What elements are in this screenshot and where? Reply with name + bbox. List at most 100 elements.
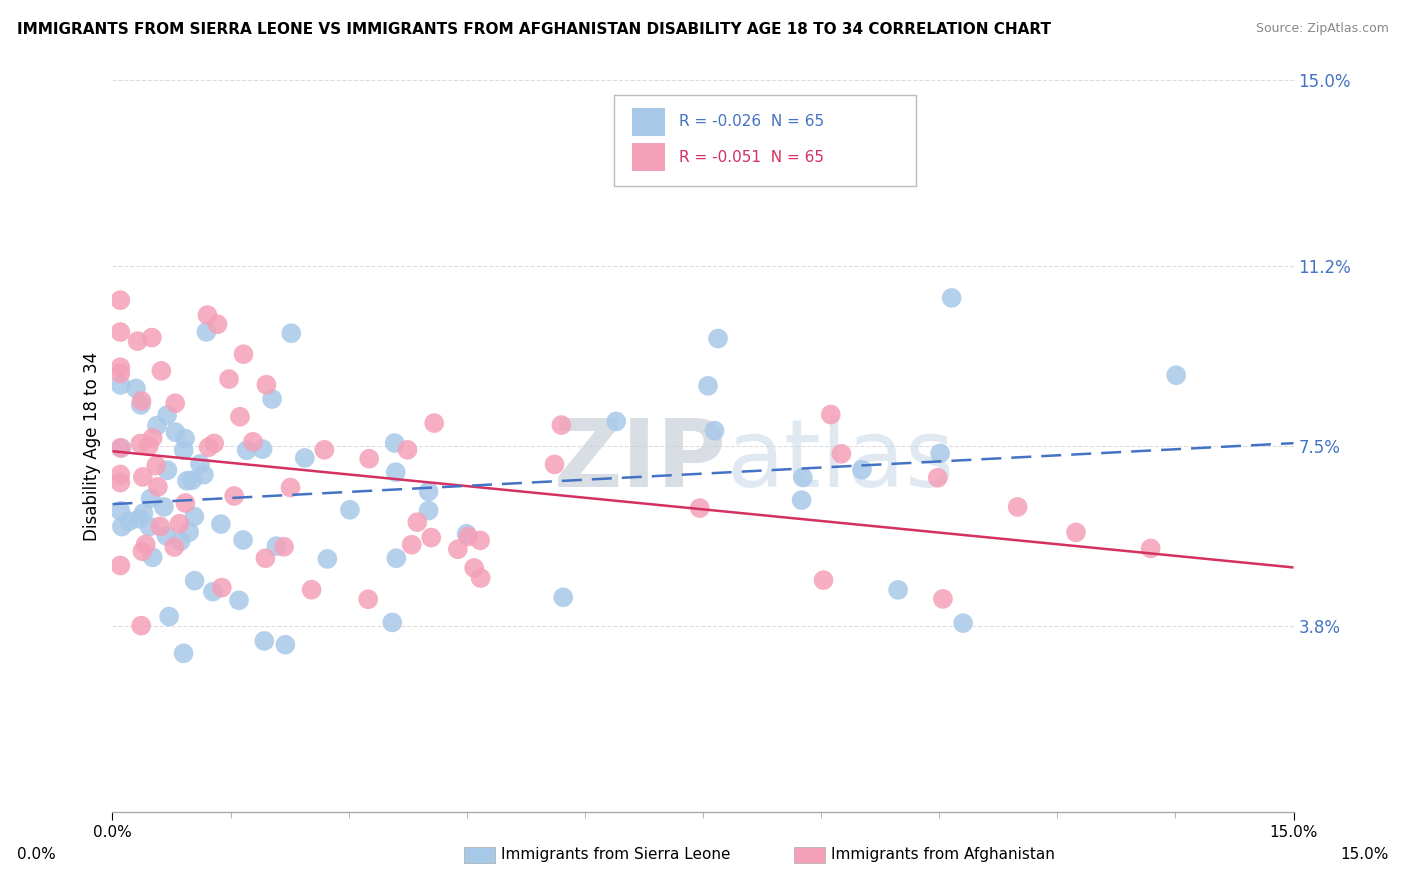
- Point: [1007, 500, 1029, 514]
- Point: [339, 502, 361, 516]
- Point: [153, 500, 176, 514]
- Text: IMMIGRANTS FROM SIERRA LEONE VS IMMIGRANTS FROM AFGHANISTAN DISABILITY AGE 18 TO: IMMIGRANTS FROM SIERRA LEONE VS IMMIGRAN…: [17, 22, 1050, 37]
- Point: [110, 367, 132, 381]
- Point: [174, 432, 197, 446]
- Point: [146, 418, 169, 433]
- Point: [181, 473, 204, 487]
- Point: [381, 615, 404, 630]
- Point: [156, 408, 179, 422]
- Point: [830, 447, 852, 461]
- Text: 0.0%: 0.0%: [17, 847, 56, 862]
- Point: [697, 379, 720, 393]
- Point: [207, 318, 229, 332]
- Point: [384, 465, 406, 479]
- Point: [254, 551, 277, 566]
- Point: [274, 638, 297, 652]
- Point: [463, 561, 485, 575]
- Point: [1166, 368, 1188, 383]
- Point: [253, 634, 276, 648]
- Point: [138, 439, 160, 453]
- FancyBboxPatch shape: [633, 144, 665, 171]
- Point: [165, 425, 187, 439]
- Point: [146, 480, 169, 494]
- Point: [703, 424, 725, 438]
- Point: [142, 550, 165, 565]
- Point: [229, 409, 252, 424]
- Point: [139, 491, 162, 506]
- Point: [173, 646, 195, 660]
- Point: [228, 593, 250, 607]
- Point: [418, 484, 440, 499]
- Text: R = -0.051  N = 65: R = -0.051 N = 65: [679, 150, 824, 165]
- Point: [927, 471, 949, 485]
- Point: [188, 457, 211, 471]
- Point: [174, 496, 197, 510]
- Point: [273, 540, 295, 554]
- Point: [792, 470, 814, 484]
- Text: Immigrants from Afghanistan: Immigrants from Afghanistan: [831, 847, 1054, 862]
- Point: [689, 501, 711, 516]
- Point: [131, 393, 153, 408]
- Point: [266, 539, 288, 553]
- Point: [197, 440, 219, 454]
- Point: [131, 544, 153, 558]
- Point: [132, 470, 155, 484]
- Point: [165, 396, 187, 410]
- Point: [110, 558, 132, 573]
- Point: [224, 489, 246, 503]
- Point: [183, 509, 205, 524]
- Point: [418, 503, 440, 517]
- Point: [157, 609, 180, 624]
- Point: [357, 592, 380, 607]
- Point: [553, 591, 575, 605]
- Point: [301, 582, 323, 597]
- Point: [110, 325, 132, 339]
- Point: [163, 540, 186, 554]
- Point: [127, 334, 149, 348]
- Point: [110, 293, 132, 307]
- Point: [110, 467, 132, 482]
- Point: [211, 581, 233, 595]
- Point: [396, 442, 419, 457]
- Point: [470, 571, 492, 585]
- Point: [932, 591, 955, 606]
- Point: [952, 616, 974, 631]
- Point: [118, 514, 141, 528]
- Point: [236, 443, 259, 458]
- Point: [457, 529, 479, 543]
- Point: [420, 531, 443, 545]
- Point: [262, 392, 284, 406]
- Point: [195, 325, 218, 339]
- FancyBboxPatch shape: [633, 108, 665, 136]
- Point: [176, 474, 198, 488]
- Point: [1139, 541, 1161, 556]
- Text: ZIP: ZIP: [554, 415, 727, 507]
- Point: [129, 618, 152, 632]
- Point: [1064, 525, 1087, 540]
- Point: [447, 542, 470, 557]
- Point: [110, 378, 132, 392]
- Point: [218, 372, 240, 386]
- Point: [820, 408, 842, 422]
- Point: [128, 512, 150, 526]
- Point: [111, 519, 134, 533]
- Text: Immigrants from Sierra Leone: Immigrants from Sierra Leone: [501, 847, 730, 862]
- Point: [851, 463, 873, 477]
- Point: [470, 533, 492, 548]
- Point: [135, 537, 157, 551]
- Point: [150, 364, 173, 378]
- Point: [406, 515, 429, 529]
- Point: [232, 347, 254, 361]
- Point: [110, 475, 132, 490]
- Point: [110, 441, 132, 455]
- Point: [294, 450, 316, 465]
- Point: [145, 458, 167, 473]
- Point: [423, 416, 446, 430]
- Point: [183, 574, 205, 588]
- Point: [232, 533, 254, 547]
- Point: [197, 308, 219, 322]
- Text: 15.0%: 15.0%: [1341, 847, 1389, 862]
- Point: [605, 414, 627, 428]
- Point: [887, 582, 910, 597]
- Point: [550, 418, 572, 433]
